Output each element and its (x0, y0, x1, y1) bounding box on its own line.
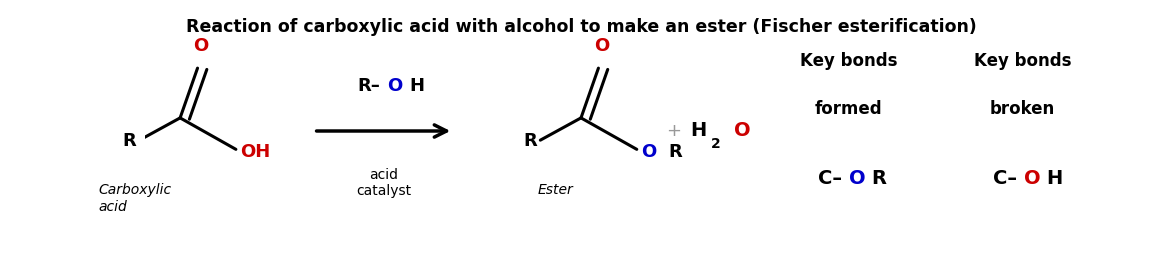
Text: Key bonds: Key bonds (974, 52, 1071, 70)
Text: Ester: Ester (538, 183, 574, 197)
Text: 2: 2 (711, 137, 720, 151)
Text: +: + (667, 122, 681, 140)
Text: H: H (1046, 169, 1062, 188)
Text: C–: C– (818, 169, 842, 188)
Text: R: R (872, 169, 887, 188)
Text: O: O (387, 78, 402, 95)
Text: O: O (849, 169, 866, 188)
Text: formed: formed (815, 100, 882, 118)
Text: Key bonds: Key bonds (799, 52, 897, 70)
Text: Carboxylic
acid: Carboxylic acid (99, 183, 172, 214)
Text: acid
catalyst: acid catalyst (356, 168, 411, 198)
Text: H: H (690, 122, 706, 140)
Text: O: O (594, 37, 610, 55)
Text: R: R (122, 133, 136, 150)
Text: R–: R– (357, 78, 380, 95)
Text: R: R (668, 143, 682, 161)
Text: O: O (641, 143, 657, 161)
Text: O: O (193, 37, 209, 55)
Text: H: H (409, 78, 424, 95)
Text: R: R (523, 133, 537, 150)
Text: broken: broken (990, 100, 1055, 118)
Text: C–: C– (992, 169, 1017, 188)
Text: OH: OH (241, 143, 271, 161)
Text: O: O (1024, 169, 1040, 188)
Text: O: O (734, 122, 751, 140)
Text: Reaction of carboxylic acid with alcohol to make an ester (Fischer esterificatio: Reaction of carboxylic acid with alcohol… (186, 18, 976, 36)
